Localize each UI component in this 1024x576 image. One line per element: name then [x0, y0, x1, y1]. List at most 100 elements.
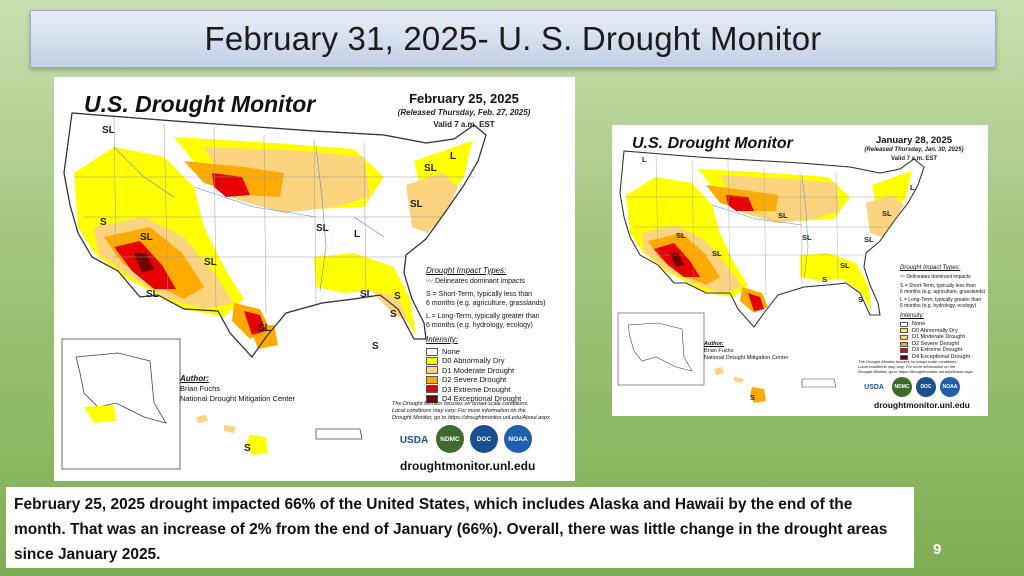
state-borders	[626, 154, 914, 296]
drought-map-current: U.S. Drought Monitor February 25, 2025 (…	[54, 77, 575, 481]
ndmc-logo: NDMC	[892, 377, 912, 397]
impact-l-line1: L = Long-Term, typically greater than	[426, 313, 540, 320]
impact-l-line1: L = Long-Term, typically greater than	[900, 297, 982, 303]
impact-label: SL	[102, 125, 115, 136]
impact-label: SL	[882, 209, 892, 218]
author-label: Author:	[180, 374, 209, 383]
impact-label: S	[372, 341, 379, 352]
impact-line-icon: 〰	[426, 278, 433, 285]
d4-region	[670, 253, 684, 267]
author-name: Brian Fuchs	[704, 348, 734, 354]
puerto-rico-shape	[801, 378, 837, 388]
alaska-shape	[75, 352, 167, 424]
legend-swatch	[426, 366, 438, 375]
d3-region-north	[212, 173, 250, 197]
intensity-legend: None D0 Abnormally Dry D1 Moderate Droug…	[900, 321, 970, 361]
impact-label: SL	[802, 233, 812, 242]
noaa-logo: NOAA	[940, 377, 960, 397]
legend-swatch	[426, 394, 438, 403]
website-link[interactable]: droughtmonitor.unl.edu	[874, 400, 970, 410]
impact-label: SL	[778, 211, 788, 220]
impact-label: L	[354, 229, 361, 240]
impact-label: S	[858, 295, 864, 304]
impact-label: L	[642, 155, 647, 164]
legend-swatch	[900, 321, 908, 327]
d1-region-east	[406, 173, 458, 233]
note-line1: The Drought Monitor focuses on broad-sca…	[392, 401, 529, 407]
d3-region-texas	[748, 293, 764, 311]
legend-label: D4 Exceptional Drought	[912, 353, 971, 360]
drought-map-previous: U.S. Drought Monitor January 28, 2025 (R…	[612, 125, 988, 416]
legend-label: D2 Severe Drought	[912, 340, 960, 347]
rivers	[113, 146, 385, 292]
note-line1: The Drought Monitor focuses on broad-sca…	[858, 359, 958, 364]
impact-delineates-text: Delineates dominant impacts	[906, 274, 971, 280]
map-valid: Valid 7 a.m. EST	[433, 120, 495, 129]
note-line3: Drought Monitor, go to https://droughtmo…	[392, 415, 550, 421]
legend-row-d4: D4 Exceptional Drought	[900, 354, 970, 361]
legend-row-d3: D3 Extreme Drought	[426, 385, 521, 394]
map-date: February 25, 2025	[409, 91, 519, 106]
legend-swatch	[900, 348, 908, 354]
doc-logo: DOC	[916, 377, 936, 397]
impact-label: S	[244, 443, 251, 454]
page-number: 9	[933, 541, 942, 558]
map-title: U.S. Drought Monitor	[632, 135, 793, 152]
impact-label: SL	[840, 261, 850, 270]
legend-row-d2: D2 Severe Drought	[900, 341, 970, 348]
impact-label: SL	[424, 163, 437, 174]
map-released: (Released Thursday, Feb. 27, 2025)	[397, 108, 531, 117]
impact-label: SL	[316, 223, 329, 234]
legend-label: D3 Extreme Drought	[442, 384, 511, 394]
doc-logo: DOC	[470, 425, 498, 453]
impact-label: SL	[360, 289, 373, 300]
impact-label: SL	[146, 289, 159, 300]
d4-region	[134, 253, 154, 273]
impact-delineates-text: Delineates dominant impacts	[434, 278, 525, 285]
us-map-graphic	[61, 112, 487, 470]
usda-logo: USDA	[862, 379, 886, 395]
impact-delineates-row: 〰 Delineates dominant impacts	[900, 274, 971, 280]
impact-l-line2: 6 months (e.g. hydrology, ecology)	[426, 322, 533, 329]
map-valid: Valid 7 a.m. EST	[890, 156, 938, 162]
d3-region-texas	[244, 311, 266, 335]
legend-row-d0: D0 Abnormally Dry	[900, 328, 970, 335]
impact-line-icon: 〰	[900, 274, 906, 280]
d0-region-southeast	[800, 253, 872, 311]
impact-delineates-row: 〰 Delineates dominant impacts	[426, 278, 525, 287]
d1-region-east	[866, 195, 904, 237]
impact-label: S	[822, 275, 828, 284]
legend-label: None	[912, 321, 926, 327]
map-date: January 28, 2025	[875, 135, 953, 146]
legend-swatch	[900, 354, 908, 360]
impact-label: SL	[204, 257, 217, 268]
legend-swatch	[900, 334, 908, 340]
d0-region-southeast	[314, 253, 416, 335]
noaa-logo: NOAA	[504, 425, 532, 453]
alaska-d0	[84, 405, 116, 423]
d3-region-north	[726, 195, 754, 211]
impact-label: SL	[140, 232, 153, 243]
legend-label: D1 Moderate Drought	[912, 334, 965, 341]
impact-s-line1: S = Short-Term, typically less than	[426, 291, 533, 298]
impact-types-header: Drought Impact Types:	[426, 266, 507, 275]
us-map-graphic	[617, 150, 925, 403]
author-org: National Drought Mitigation Center	[180, 394, 296, 403]
impact-label: S	[390, 309, 397, 320]
website-link[interactable]: droughtmonitor.unl.edu	[400, 459, 536, 473]
d1-region-florida	[372, 291, 408, 321]
impact-label: L	[450, 151, 457, 162]
impact-label: L	[910, 183, 915, 192]
author-name: Brian Fuchs	[180, 384, 221, 393]
ndmc-logo: NDMC	[436, 425, 464, 453]
hawaii-shape	[196, 415, 268, 455]
slide-title-bar: February 31, 2025- U. S. Drought Monitor	[30, 10, 996, 68]
state-borders	[74, 116, 474, 314]
legend-row-none: None	[900, 321, 970, 328]
legend-row-none: None	[426, 347, 521, 356]
legend-swatch	[900, 328, 908, 334]
note-line2: Local conditions may vary. For more info…	[858, 364, 956, 369]
rivers	[711, 174, 809, 280]
impact-label: S	[394, 291, 401, 302]
intensity-header: Intensity:	[426, 335, 459, 344]
